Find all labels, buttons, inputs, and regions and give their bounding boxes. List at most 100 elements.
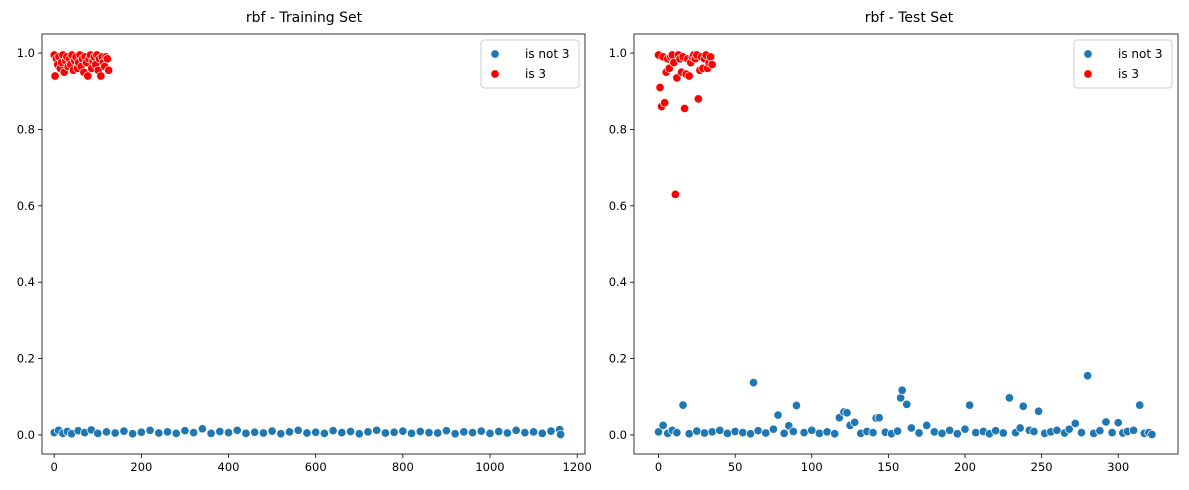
training-set-series-is-not-3 — [49, 424, 566, 440]
training-set-data-point — [267, 426, 277, 436]
training-set-y-tick-label: 0.8 — [17, 122, 35, 136]
training-set-x-tick-label: 0 — [51, 460, 58, 474]
training-set-data-point — [171, 428, 181, 438]
training-set-data-point — [128, 429, 138, 439]
test-set-data-point — [896, 393, 906, 403]
test-set-data-point — [1034, 406, 1044, 416]
test-set-data-point — [1018, 401, 1028, 411]
test-set-data-point — [1004, 393, 1014, 403]
test-set-x-tick-label: 150 — [877, 460, 899, 474]
test-set-data-point — [791, 400, 801, 411]
training-set-data-point — [104, 65, 114, 75]
training-set-data-point — [319, 428, 329, 438]
training-set-data-point — [189, 428, 199, 438]
training-set-data-point — [223, 428, 234, 438]
test-set-data-point — [1029, 426, 1039, 437]
training-set-data-point — [206, 428, 216, 438]
training-set-y-tick-label: 0.4 — [17, 275, 35, 289]
test-set-data-point — [655, 82, 665, 93]
test-set-data-point — [874, 413, 884, 423]
training-set-x-tick-label: 600 — [305, 460, 327, 474]
test-set-x-tick-label: 200 — [954, 460, 976, 474]
test-set-data-point — [1113, 418, 1123, 428]
test-set-y-tick-label: 0.2 — [609, 352, 627, 366]
training-set-data-point — [450, 429, 460, 439]
test-set-data-point — [922, 420, 932, 430]
test-set-y-tick-label: 0.8 — [609, 122, 627, 136]
training-set-data-point — [546, 426, 556, 436]
training-set-data-point — [250, 427, 260, 437]
training-set-data-point — [50, 71, 60, 81]
training-set-x-tick-label: 200 — [130, 460, 152, 474]
training-set-data-point — [459, 427, 469, 437]
test-set-legend-box — [1073, 39, 1173, 89]
training-set-data-point — [136, 427, 146, 437]
test-set-data-point — [773, 410, 783, 420]
test-set-data-point — [768, 424, 778, 434]
test-set-data-point — [830, 429, 840, 439]
training-set-data-point — [154, 428, 164, 438]
test-set-x-tick-label: 250 — [1031, 460, 1053, 474]
training-set-data-point — [407, 428, 417, 438]
test-set-data-point — [680, 103, 690, 114]
test-set-data-point — [814, 428, 824, 438]
test-set-data-point — [678, 400, 688, 410]
training-set-data-point — [328, 426, 338, 436]
test-set-data-point — [971, 428, 981, 438]
training-set-data-point — [415, 426, 425, 437]
test-set-plot-frame — [633, 33, 1179, 455]
test-set-data-point — [693, 94, 703, 104]
test-set-data-point — [715, 425, 725, 435]
test-set-data-point — [902, 399, 912, 409]
training-set-data-point — [389, 427, 399, 437]
test-set-series-is-not-3 — [653, 371, 1157, 440]
training-set-data-point — [476, 426, 486, 436]
test-set-data-point — [897, 385, 907, 395]
test-set-series-is-3 — [653, 50, 717, 199]
test-set-data-point — [1101, 417, 1111, 427]
test-set-data-point — [660, 98, 670, 108]
training-set-legend-box — [480, 39, 580, 89]
test-set-data-point — [692, 426, 702, 436]
training-set-data-point — [180, 426, 190, 436]
training-set-y-tick-label: 0.0 — [17, 428, 35, 442]
test-set-data-point — [952, 429, 962, 439]
training-set-data-point — [83, 71, 93, 81]
training-set-data-point — [284, 427, 295, 437]
training-set-legend-label: is 3 — [525, 67, 546, 81]
training-set-y-tick-label: 1.0 — [17, 46, 35, 60]
test-set-panel: rbf - Test Set 0 50 100 150 200 250 300 0.0 0.2 0… — [609, 10, 1179, 474]
training-set-data-point — [354, 429, 364, 439]
test-set-data-point — [1129, 425, 1139, 435]
training-set-data-point — [441, 426, 451, 436]
test-set-y-tick-label: 1.0 — [609, 46, 627, 60]
training-set-data-point — [502, 428, 512, 438]
test-set-data-point — [807, 425, 817, 435]
training-set-data-point — [93, 428, 103, 438]
test-set-data-point — [1095, 426, 1105, 436]
test-set-data-point — [929, 427, 939, 437]
training-set-data-point — [511, 425, 521, 435]
test-set-data-point — [914, 428, 924, 438]
training-set-data-point — [537, 428, 547, 438]
training-set-data-point — [494, 426, 504, 437]
test-set-data-point — [1147, 429, 1157, 440]
test-set-x-tick-label: 50 — [728, 460, 743, 474]
test-set-data-point — [653, 427, 664, 437]
training-set-title: rbf - Training Set — [246, 10, 363, 26]
test-set-data-point — [707, 59, 717, 70]
test-set-data-point — [991, 426, 1001, 436]
test-set-data-point — [730, 426, 740, 437]
training-set-data-point — [145, 425, 155, 435]
test-set-data-point — [706, 52, 716, 62]
test-set-legend-marker — [1083, 49, 1093, 59]
training-set-data-point — [276, 429, 286, 439]
test-set-data-point — [745, 429, 756, 439]
training-set-data-point — [110, 428, 120, 438]
test-set-legend: is not 3 is 3 — [1073, 39, 1173, 89]
test-set-data-point — [906, 423, 916, 433]
test-set-legend-label: is 3 — [1118, 67, 1139, 81]
training-set-data-point — [398, 426, 408, 436]
test-set-y-tick-label: 0.6 — [609, 199, 627, 213]
